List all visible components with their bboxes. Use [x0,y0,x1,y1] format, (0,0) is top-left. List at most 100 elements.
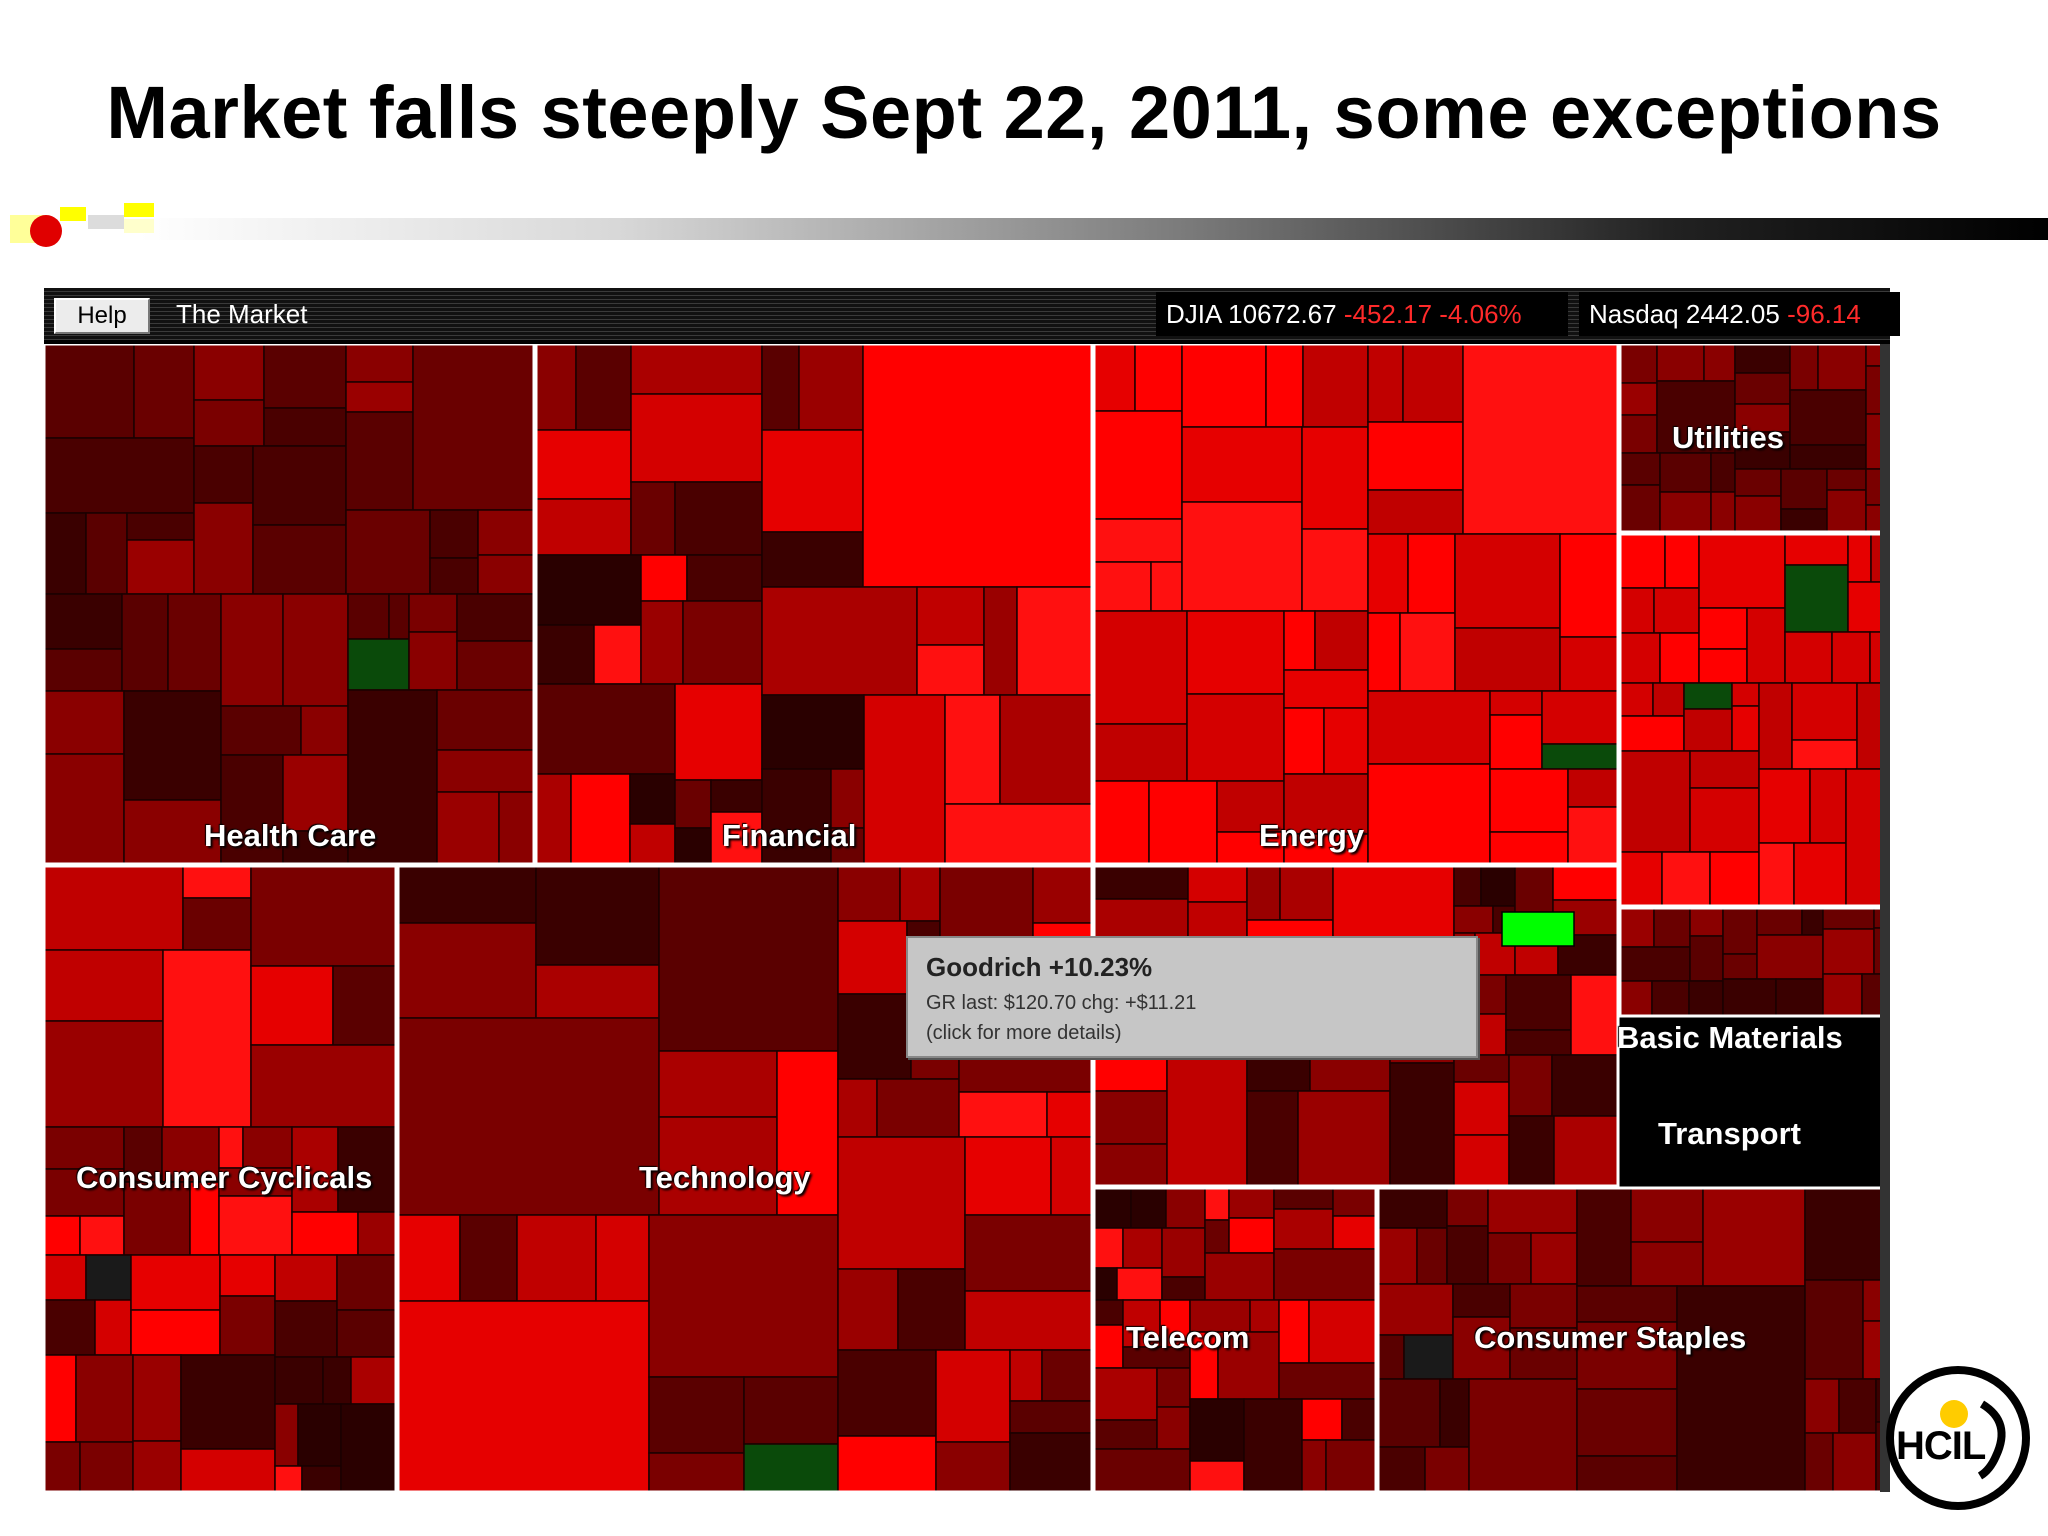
stock-tile[interactable] [1407,533,1456,614]
stock-tile[interactable] [1377,1187,1448,1229]
stock-tile[interactable] [1093,723,1188,782]
stock-tile[interactable] [935,1349,1011,1443]
stock-tile[interactable] [44,1254,87,1301]
stock-tile[interactable] [274,1465,303,1492]
stock-tile[interactable] [1009,1349,1043,1402]
stock-tile[interactable] [252,524,347,595]
stock-tile[interactable] [1454,627,1561,692]
stock-tile[interactable] [1301,1398,1343,1441]
stock-tile[interactable] [1630,1187,1704,1243]
sector-consumer-staples[interactable] [1376,1186,1890,1492]
stock-tile[interactable] [397,1017,660,1216]
stock-tile[interactable] [1756,907,1803,936]
stock-tile[interactable] [1249,1299,1280,1333]
stock-tile[interactable] [535,624,595,685]
stock-tile[interactable] [1453,1081,1510,1136]
stock-tile[interactable] [648,1214,839,1378]
stock-tile[interactable] [1181,501,1303,612]
stock-tile[interactable] [1801,907,1824,936]
stock-tile[interactable] [132,1440,182,1492]
stock-tile[interactable] [999,694,1093,805]
stock-tile[interactable] [1273,1208,1334,1250]
stock-tile[interactable] [964,1214,1093,1292]
stock-tile[interactable] [291,1126,339,1213]
stock-tile[interactable] [1009,1400,1093,1434]
stock-tile[interactable] [220,705,302,756]
stock-tile[interactable] [1367,489,1464,535]
stock-tile[interactable] [1831,631,1871,684]
stock-tile[interactable] [1283,833,1369,865]
stock-tile[interactable] [1793,842,1847,907]
stock-tile[interactable] [274,1300,338,1358]
stock-tile[interactable] [388,593,410,640]
stock-tile[interactable] [297,1403,342,1467]
stock-tile[interactable] [935,1441,1011,1492]
stock-tile[interactable] [1683,682,1733,710]
stock-tile[interactable] [1559,636,1619,692]
stock-tile[interactable] [250,865,397,967]
stock-tile[interactable] [1567,768,1619,808]
stock-tile[interactable] [916,644,985,696]
stock-tile[interactable] [1689,935,1724,982]
stock-tile[interactable] [1446,1187,1489,1227]
stock-tile[interactable] [1454,533,1561,629]
stock-tile[interactable] [1093,1324,1124,1369]
stock-tile[interactable] [1116,1267,1163,1301]
stock-tile[interactable] [1301,528,1369,612]
stock-tile[interactable] [1217,1331,1280,1400]
stock-tile[interactable] [876,1078,960,1138]
stock-tile[interactable] [220,593,284,707]
stock-tile[interactable] [535,865,660,966]
stock-tile[interactable] [44,949,164,1022]
stock-tile[interactable] [126,512,195,541]
stock-tile[interactable] [498,791,535,865]
stock-tile[interactable] [408,631,458,691]
stock-tile[interactable] [1389,1062,1455,1187]
stock-tile[interactable] [336,1254,397,1311]
stock-tile[interactable] [477,554,535,595]
stock-tile[interactable] [1093,1299,1124,1326]
stock-tile[interactable] [340,1403,397,1492]
stock-tile[interactable] [535,964,660,1019]
stock-tile[interactable] [1551,1054,1619,1117]
stock-tile[interactable] [429,509,479,559]
stock-tile[interactable] [1619,344,1658,384]
stock-tile[interactable] [44,690,125,755]
stock-tile[interactable] [830,768,865,829]
stock-tile[interactable] [595,1214,650,1302]
stock-tile[interactable] [535,429,632,500]
stock-tile[interactable] [1189,1460,1245,1492]
stock-tile[interactable] [1009,1432,1093,1492]
stock-tile[interactable] [250,965,334,1046]
stock-tile[interactable] [1832,1432,1877,1492]
goodrich-tile[interactable] [1501,911,1575,947]
stock-tile[interactable] [1204,1252,1275,1301]
stock-tile[interactable] [916,586,985,646]
stock-tile[interactable] [337,1126,397,1213]
stock-tile[interactable] [863,694,946,865]
stock-tile[interactable] [1683,708,1733,752]
stock-tile[interactable] [837,920,908,995]
stock-tile[interactable] [1559,533,1619,638]
stock-tile[interactable] [1243,1398,1303,1492]
stock-tile[interactable] [1758,768,1811,844]
stock-tile[interactable] [674,481,763,556]
stock-tile[interactable] [630,481,676,556]
stock-tile[interactable] [44,1126,125,1170]
stock-tile[interactable] [1576,1388,1678,1457]
stock-tile[interactable] [1453,1134,1510,1187]
stock-tile[interactable] [1826,468,1867,491]
stock-tile[interactable] [1093,865,1189,900]
stock-tile[interactable] [44,1354,77,1443]
stock-tile[interactable] [162,949,252,1128]
stock-tile[interactable] [1093,410,1183,520]
stock-tile[interactable] [357,1211,397,1256]
stock-tile[interactable] [121,593,169,692]
stock-tile[interactable] [1789,444,1867,470]
stock-tile[interactable] [1630,1241,1704,1287]
stock-tile[interactable] [1130,1187,1167,1229]
stock-tile[interactable] [44,512,87,595]
stock-tile[interactable] [1093,518,1183,563]
stock-tile[interactable] [1325,1439,1377,1492]
stock-tile[interactable] [263,344,347,409]
